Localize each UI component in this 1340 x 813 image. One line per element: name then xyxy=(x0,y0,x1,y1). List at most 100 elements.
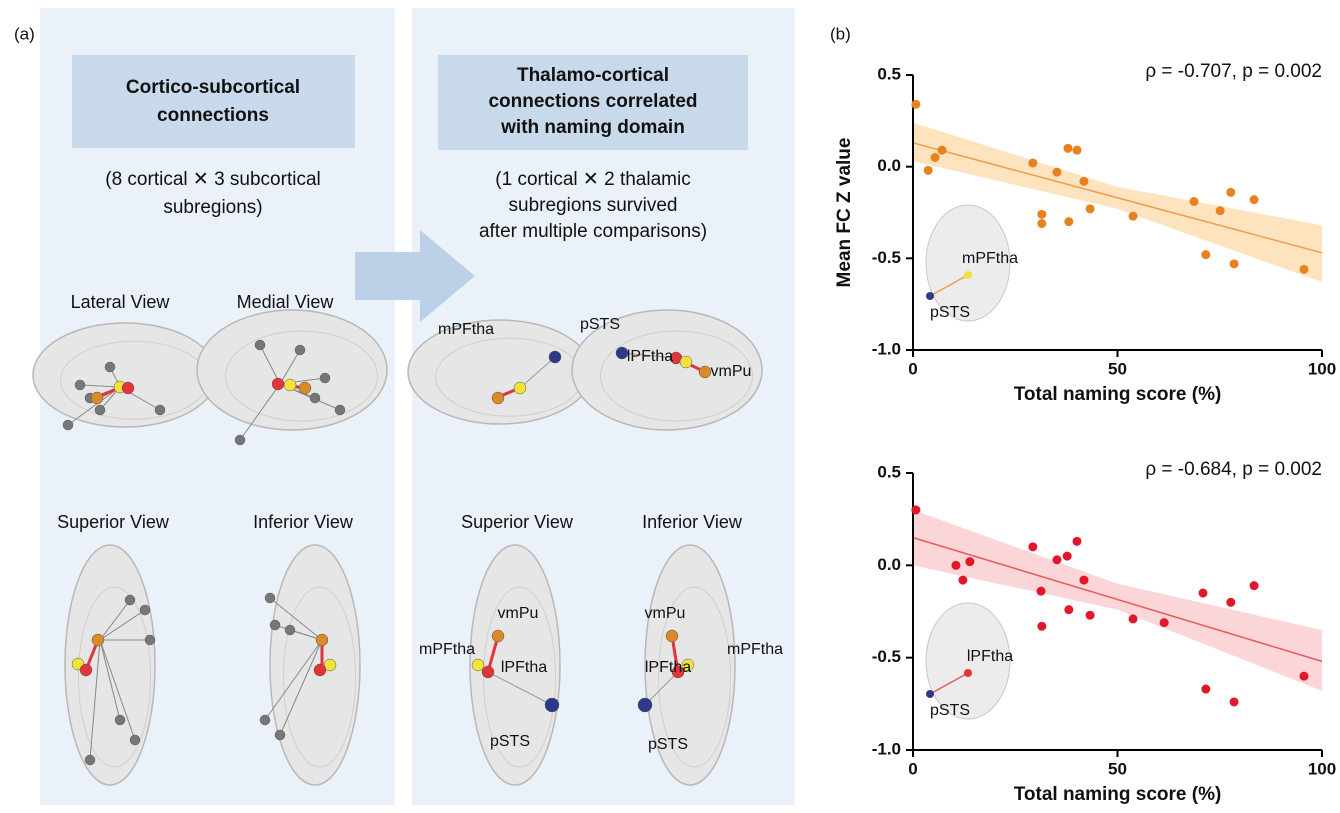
brain xyxy=(33,323,217,427)
y-tick-label: 0.5 xyxy=(877,64,901,83)
point xyxy=(1064,605,1073,614)
point xyxy=(1037,587,1046,596)
point xyxy=(931,153,940,162)
x-axis-label: Total naming score (%) xyxy=(1014,384,1222,405)
point xyxy=(1189,197,1198,206)
header-text: with naming domain xyxy=(500,117,685,138)
node xyxy=(638,698,652,712)
node xyxy=(275,730,285,740)
node xyxy=(492,630,504,642)
node xyxy=(310,393,320,403)
node xyxy=(482,666,494,678)
annotation: ρ = -0.684, p = 0.002 xyxy=(1145,459,1322,480)
header-text: connections correlated xyxy=(488,91,697,112)
point xyxy=(911,505,920,514)
node xyxy=(549,351,561,363)
y-tick-label: 0.5 xyxy=(877,462,901,481)
header-text: Cortico-subcortical xyxy=(126,77,300,98)
note-text: subregions survived xyxy=(509,195,678,216)
node-label: vmPu xyxy=(645,605,686,622)
view-label: Medial View xyxy=(237,292,335,312)
point xyxy=(1037,622,1046,631)
point xyxy=(938,146,947,155)
node-label: vmPu xyxy=(498,605,539,622)
view-label: Inferior View xyxy=(642,512,743,532)
node-label: lPFtha xyxy=(645,659,691,676)
inset-label: pSTS xyxy=(930,702,970,719)
view-label: Lateral View xyxy=(71,292,171,312)
point xyxy=(1028,159,1037,168)
header-box xyxy=(72,55,355,148)
figure: (a) (b) Cortico-subcorticalconnectionsTh… xyxy=(0,0,1340,813)
point xyxy=(1250,581,1259,590)
header-text: Thalamo-cortical xyxy=(517,65,669,86)
point xyxy=(1250,195,1259,204)
x-tick-label: 100 xyxy=(1308,759,1336,778)
x-tick-label: 50 xyxy=(1108,359,1127,378)
y-tick-label: 0.0 xyxy=(877,156,901,175)
node xyxy=(265,593,275,603)
header-text: connections xyxy=(157,105,269,126)
node xyxy=(472,659,484,671)
node xyxy=(320,373,330,383)
x-tick-label: 100 xyxy=(1308,359,1336,378)
node xyxy=(284,379,296,391)
point xyxy=(1129,614,1138,623)
node xyxy=(95,405,105,415)
point xyxy=(1063,552,1072,561)
node xyxy=(299,382,311,394)
point xyxy=(1028,542,1037,551)
view-label: Inferior View xyxy=(253,512,354,532)
note-text: subregions) xyxy=(163,197,262,218)
node xyxy=(314,664,326,676)
node xyxy=(680,356,692,368)
node xyxy=(145,635,155,645)
point xyxy=(1079,576,1088,585)
node xyxy=(63,420,73,430)
node xyxy=(91,392,103,404)
inset-label: mPFtha xyxy=(962,250,1018,267)
panel-label: (b) xyxy=(830,24,851,43)
point xyxy=(1073,537,1082,546)
node xyxy=(80,664,92,676)
node xyxy=(545,698,559,712)
point xyxy=(1079,177,1088,186)
node xyxy=(285,625,295,635)
node xyxy=(335,405,345,415)
node xyxy=(122,382,134,394)
note-text: after multiple comparisons) xyxy=(479,221,707,242)
node xyxy=(105,362,115,372)
brain xyxy=(197,310,387,430)
point xyxy=(1052,555,1061,564)
point xyxy=(1037,210,1046,219)
point xyxy=(1064,217,1073,226)
node-label: pSTS xyxy=(648,736,688,753)
node xyxy=(255,340,265,350)
point xyxy=(1073,146,1082,155)
node xyxy=(235,435,245,445)
node xyxy=(492,392,504,404)
view-label: Superior View xyxy=(57,512,170,532)
point xyxy=(1201,250,1210,259)
node-label: lPFtha xyxy=(501,659,547,676)
point xyxy=(924,166,933,175)
view-label: Superior View xyxy=(461,512,574,532)
note-text: (8 cortical ✕ 3 subcortical xyxy=(105,169,321,190)
node xyxy=(699,366,711,378)
node-label: mPFtha xyxy=(438,321,494,338)
point xyxy=(1201,685,1210,694)
point xyxy=(1230,259,1239,268)
node xyxy=(666,630,678,642)
point xyxy=(1216,206,1225,215)
x-tick-label: 0 xyxy=(908,359,917,378)
point xyxy=(1160,618,1169,627)
y-tick-label: -0.5 xyxy=(872,248,901,267)
node xyxy=(125,595,135,605)
x-axis-label: Total naming score (%) xyxy=(1014,784,1222,805)
node-label: lPFtha xyxy=(627,348,673,365)
node-label: pSTS xyxy=(490,733,530,750)
point xyxy=(1064,144,1073,153)
node xyxy=(85,755,95,765)
node xyxy=(155,405,165,415)
point xyxy=(1230,697,1239,706)
